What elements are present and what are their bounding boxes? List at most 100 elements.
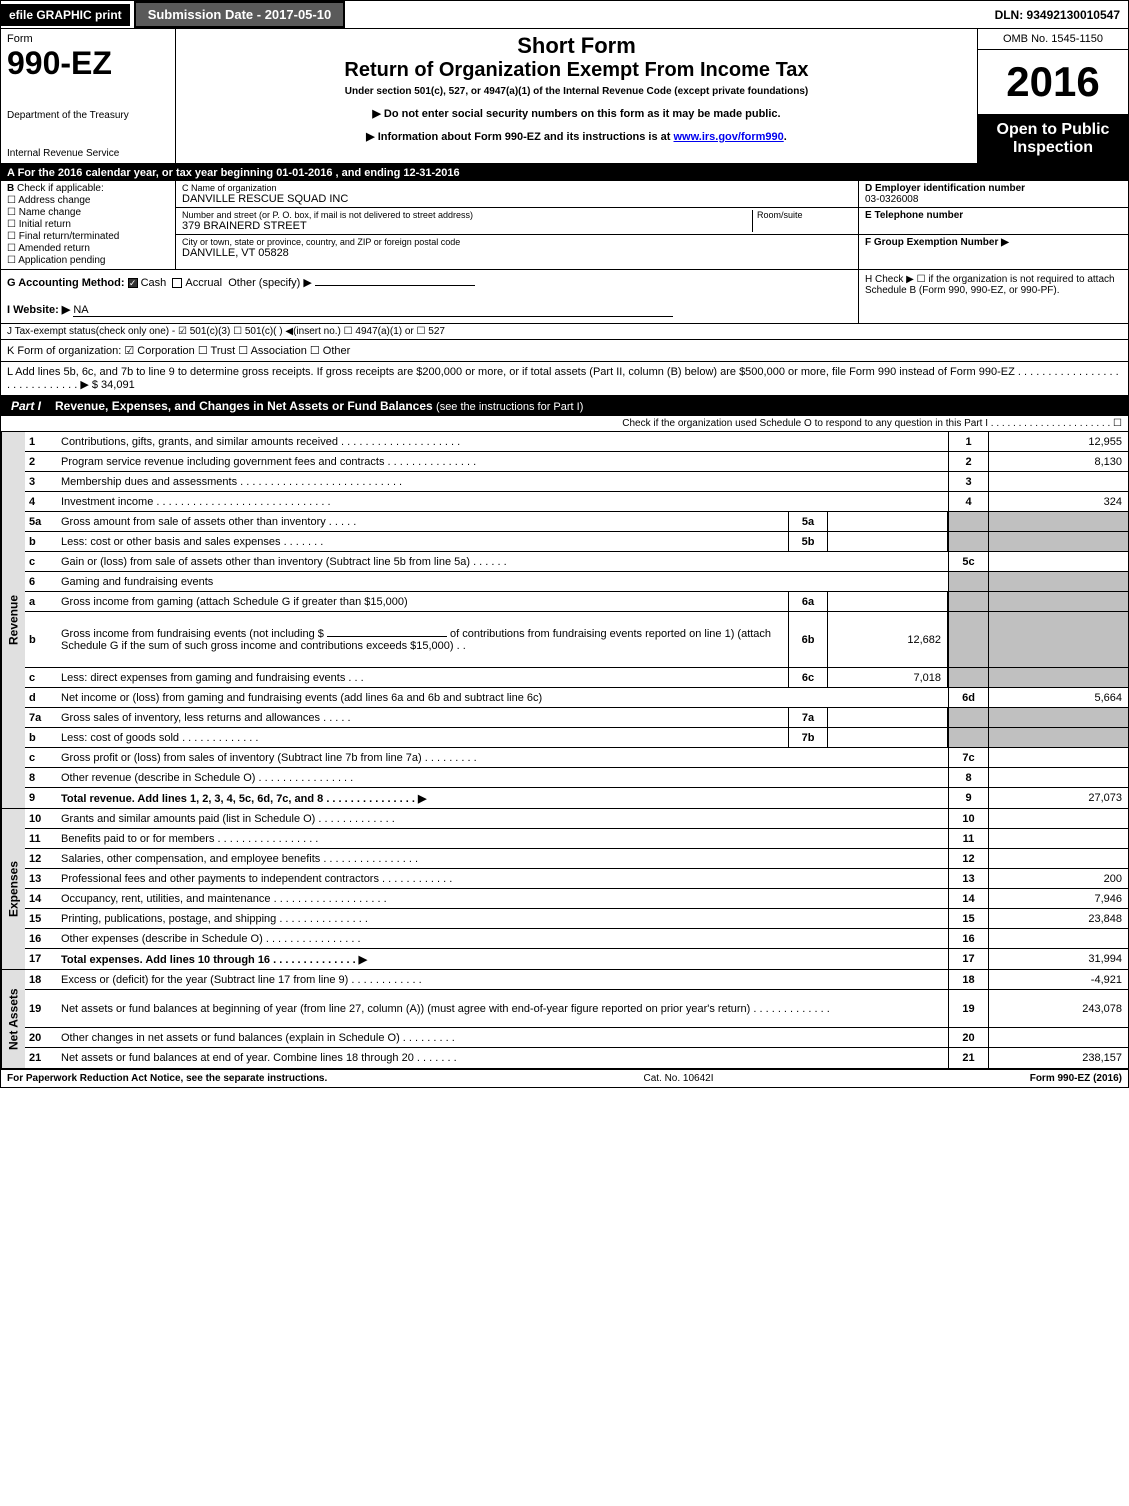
line-7c: c Gross profit or (loss) from sales of i… bbox=[25, 748, 1128, 768]
part1-header: Part I Revenue, Expenses, and Changes in… bbox=[1, 396, 1128, 416]
return-title: Return of Organization Exempt From Incom… bbox=[184, 59, 969, 82]
line-20-desc: Other changes in net assets or fund bala… bbox=[57, 1030, 948, 1046]
line-5b-desc: Less: cost or other basis and sales expe… bbox=[57, 534, 788, 550]
line-10-val bbox=[988, 809, 1128, 828]
header-right: OMB No. 1545-1150 2016 Open to Public In… bbox=[978, 29, 1128, 163]
line-2-box: 2 bbox=[948, 452, 988, 471]
dln: DLN: 93492130010547 bbox=[987, 4, 1128, 26]
other-label: Other (specify) ▶ bbox=[228, 277, 312, 289]
open-public-badge: Open to Public Inspection bbox=[978, 115, 1128, 163]
line-i: I Website: ▶ NA bbox=[7, 303, 852, 317]
line-18-val: -4,921 bbox=[988, 970, 1128, 989]
line-1: 1 Contributions, gifts, grants, and simi… bbox=[25, 432, 1128, 452]
line-5c-val bbox=[988, 552, 1128, 571]
line-21-desc: Net assets or fund balances at end of ye… bbox=[57, 1050, 948, 1066]
efile-print-button[interactable]: efile GRAPHIC print bbox=[1, 4, 130, 26]
footer-left: For Paperwork Reduction Act Notice, see … bbox=[7, 1073, 327, 1084]
line-16-box: 16 bbox=[948, 929, 988, 948]
footer-right: Form 990-EZ (2016) bbox=[1030, 1073, 1122, 1084]
line-19-val: 243,078 bbox=[988, 990, 1128, 1027]
footer-cat: Cat. No. 10642I bbox=[643, 1073, 713, 1084]
part1-check-o: Check if the organization used Schedule … bbox=[1, 416, 1128, 432]
omb-number: OMB No. 1545-1150 bbox=[978, 29, 1128, 50]
chk-initial-return[interactable]: ☐ Initial return bbox=[7, 219, 169, 230]
line-5c: c Gain or (loss) from sale of assets oth… bbox=[25, 552, 1128, 572]
line-6d-box: 6d bbox=[948, 688, 988, 707]
chk-accrual[interactable] bbox=[172, 278, 182, 288]
line-13-val: 200 bbox=[988, 869, 1128, 888]
line-6c-midval: 7,018 bbox=[828, 668, 948, 687]
line-20: 20Other changes in net assets or fund ba… bbox=[25, 1028, 1128, 1048]
ein-block: D Employer identification number 03-0326… bbox=[859, 181, 1128, 208]
line-6b-midval: 12,682 bbox=[828, 612, 948, 667]
line-7c-desc: Gross profit or (loss) from sales of inv… bbox=[57, 750, 948, 766]
line-13-desc: Professional fees and other payments to … bbox=[57, 871, 948, 887]
chk-address-change[interactable]: ☐ Address change bbox=[7, 195, 169, 206]
line-g: G Accounting Method: Cash Accrual Other … bbox=[7, 276, 852, 289]
website-label: I Website: ▶ bbox=[7, 304, 70, 316]
line-1-box: 1 bbox=[948, 432, 988, 451]
line-10-desc: Grants and similar amounts paid (list in… bbox=[57, 811, 948, 827]
chk-cash[interactable] bbox=[128, 278, 138, 288]
line-8: 8 Other revenue (describe in Schedule O)… bbox=[25, 768, 1128, 788]
department-label: Department of the Treasury bbox=[7, 110, 169, 121]
line-1-val: 12,955 bbox=[988, 432, 1128, 451]
org-city-block: City or town, state or province, country… bbox=[176, 235, 858, 261]
line-6a-desc: Gross income from gaming (attach Schedul… bbox=[57, 594, 788, 610]
chk-application-pending[interactable]: ☐ Application pending bbox=[7, 255, 169, 266]
line-6d-desc: Net income or (loss) from gaming and fun… bbox=[57, 690, 948, 706]
g-label: G Accounting Method: bbox=[7, 277, 125, 289]
line-14: 14Occupancy, rent, utilities, and mainte… bbox=[25, 889, 1128, 909]
line-6b-desc: Gross income from fundraising events (no… bbox=[57, 626, 788, 654]
line-15-box: 15 bbox=[948, 909, 988, 928]
section-d: D Employer identification number 03-0326… bbox=[858, 181, 1128, 269]
ein-value: 03-0326008 bbox=[865, 194, 918, 205]
line-6d: d Net income or (loss) from gaming and f… bbox=[25, 688, 1128, 708]
line-6-desc: Gaming and fundraising events bbox=[57, 574, 948, 590]
chk-amended-return[interactable]: ☐ Amended return bbox=[7, 243, 169, 254]
line-21: 21Net assets or fund balances at end of … bbox=[25, 1048, 1128, 1068]
form-header: Form 990-EZ Department of the Treasury I… bbox=[1, 29, 1128, 165]
org-city: DANVILLE, VT 05828 bbox=[182, 247, 852, 259]
line-21-val: 238,157 bbox=[988, 1048, 1128, 1068]
page-footer: For Paperwork Reduction Act Notice, see … bbox=[1, 1068, 1128, 1087]
line-9: 9 Total revenue. Add lines 1, 2, 3, 4, 5… bbox=[25, 788, 1128, 808]
line-17-desc: Total expenses. Add lines 10 through 16 … bbox=[57, 951, 948, 968]
line-8-box: 8 bbox=[948, 768, 988, 787]
line-6a-mid: 6a bbox=[788, 592, 828, 611]
line-11: 11Benefits paid to or for members . . . … bbox=[25, 829, 1128, 849]
line-9-desc: Total revenue. Add lines 1, 2, 3, 4, 5c,… bbox=[57, 790, 948, 807]
line-6b-blank[interactable] bbox=[327, 636, 447, 637]
irs-link[interactable]: www.irs.gov/form990 bbox=[674, 131, 784, 143]
line-7c-box: 7c bbox=[948, 748, 988, 767]
line-7b: b Less: cost of goods sold . . . . . . .… bbox=[25, 728, 1128, 748]
line-l: L Add lines 5b, 6c, and 7b to line 9 to … bbox=[1, 362, 1128, 396]
submission-date: Submission Date - 2017-05-10 bbox=[134, 1, 346, 28]
part1-label: Part I bbox=[1, 396, 51, 416]
line-3-desc: Membership dues and assessments . . . . … bbox=[57, 474, 948, 490]
chk-final-return-label: Final return/terminated bbox=[19, 231, 120, 242]
org-addr-block: Number and street (or P. O. box, if mail… bbox=[176, 208, 858, 235]
line-6d-val: 5,664 bbox=[988, 688, 1128, 707]
line-5a-mid: 5a bbox=[788, 512, 828, 531]
line-19-box: 19 bbox=[948, 990, 988, 1027]
line-5b: b Less: cost or other basis and sales ex… bbox=[25, 532, 1128, 552]
line-2: 2 Program service revenue including gove… bbox=[25, 452, 1128, 472]
line-7a-mid: 7a bbox=[788, 708, 828, 727]
section-c: C Name of organization DANVILLE RESCUE S… bbox=[176, 181, 858, 269]
line-4: 4 Investment income . . . . . . . . . . … bbox=[25, 492, 1128, 512]
line-18-desc: Excess or (deficit) for the year (Subtra… bbox=[57, 972, 948, 988]
org-name-block: C Name of organization DANVILLE RESCUE S… bbox=[176, 181, 858, 208]
line-6a: a Gross income from gaming (attach Sched… bbox=[25, 592, 1128, 612]
line-5a-box bbox=[948, 512, 988, 531]
chk-name-change[interactable]: ☐ Name change bbox=[7, 207, 169, 218]
expenses-section: Expenses 10Grants and similar amounts pa… bbox=[1, 808, 1128, 969]
gh-left: G Accounting Method: Cash Accrual Other … bbox=[1, 270, 858, 323]
line-18: 18Excess or (deficit) for the year (Subt… bbox=[25, 970, 1128, 990]
netassets-section: Net Assets 18Excess or (deficit) for the… bbox=[1, 969, 1128, 1068]
chk-final-return[interactable]: ☐ Final return/terminated bbox=[7, 231, 169, 242]
other-specify-input[interactable] bbox=[315, 285, 475, 286]
line-2-val: 8,130 bbox=[988, 452, 1128, 471]
line-14-desc: Occupancy, rent, utilities, and maintena… bbox=[57, 891, 948, 907]
org-addr-label: Number and street (or P. O. box, if mail… bbox=[182, 210, 752, 220]
